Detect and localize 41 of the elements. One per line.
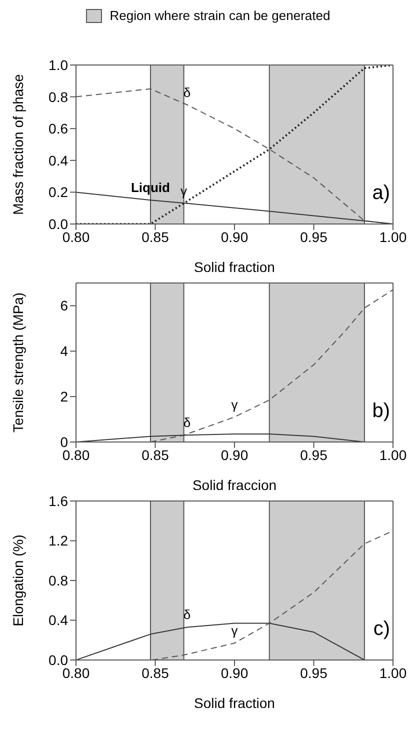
x-tick-label: 0.95 bbox=[300, 228, 328, 245]
y-tick-label: 0.4 bbox=[48, 152, 68, 168]
series-label: γ bbox=[231, 397, 238, 412]
y-tick-label: 0.4 bbox=[48, 612, 68, 628]
series-label: δ bbox=[183, 84, 191, 100]
x-tick-label: 0.90 bbox=[220, 664, 248, 681]
y-tick-label: 0.8 bbox=[48, 88, 68, 105]
x-tick-label: 0.85 bbox=[142, 664, 170, 681]
series-label: δ bbox=[183, 415, 191, 430]
x-tick-label: 0.85 bbox=[142, 228, 170, 245]
x-tick-label: 1.00 bbox=[379, 446, 407, 463]
y-tick-label: 1.6 bbox=[48, 492, 68, 509]
y-tick-label: 1.0 bbox=[48, 56, 68, 73]
x-tick-label: 0.95 bbox=[300, 446, 328, 463]
series-label: δ bbox=[183, 607, 191, 622]
x-tick-label: 0.95 bbox=[300, 664, 328, 681]
line-series bbox=[76, 434, 365, 442]
y-axis-title: Tensile strength (MPa) bbox=[10, 292, 26, 433]
x-tick-label: 0.90 bbox=[220, 446, 248, 463]
x-tick-label: 0.85 bbox=[142, 446, 170, 463]
x-axis-title: Solid fraccion bbox=[192, 477, 277, 493]
x-tick-label: 0.90 bbox=[220, 228, 248, 245]
annotation: b) bbox=[372, 400, 390, 423]
legend-label: Region where strain can be generated bbox=[110, 8, 330, 23]
x-tick-label: 1.00 bbox=[379, 228, 407, 245]
y-tick-label: 0.2 bbox=[48, 184, 68, 200]
annotation: c) bbox=[373, 618, 390, 641]
x-axis-title: Solid fraction bbox=[194, 259, 275, 275]
y-axis-title: Mass fraction of phase bbox=[10, 74, 26, 215]
y-tick-label: 0.8 bbox=[48, 572, 68, 588]
annotation: a) bbox=[372, 182, 390, 205]
y-tick-label: 1.2 bbox=[48, 532, 68, 549]
series-label: γ bbox=[231, 623, 238, 638]
y-axis-title: Elongation (%) bbox=[10, 534, 26, 626]
y-tick-label: 6 bbox=[60, 298, 68, 314]
y-tick-label: 2 bbox=[60, 388, 68, 405]
y-tick-label: 4 bbox=[60, 343, 68, 360]
y-tick-label: 0.6 bbox=[48, 120, 68, 137]
x-tick-label: 1.00 bbox=[379, 664, 407, 681]
line-series bbox=[76, 622, 365, 660]
x-axis-title: Solid fraction bbox=[194, 695, 275, 711]
